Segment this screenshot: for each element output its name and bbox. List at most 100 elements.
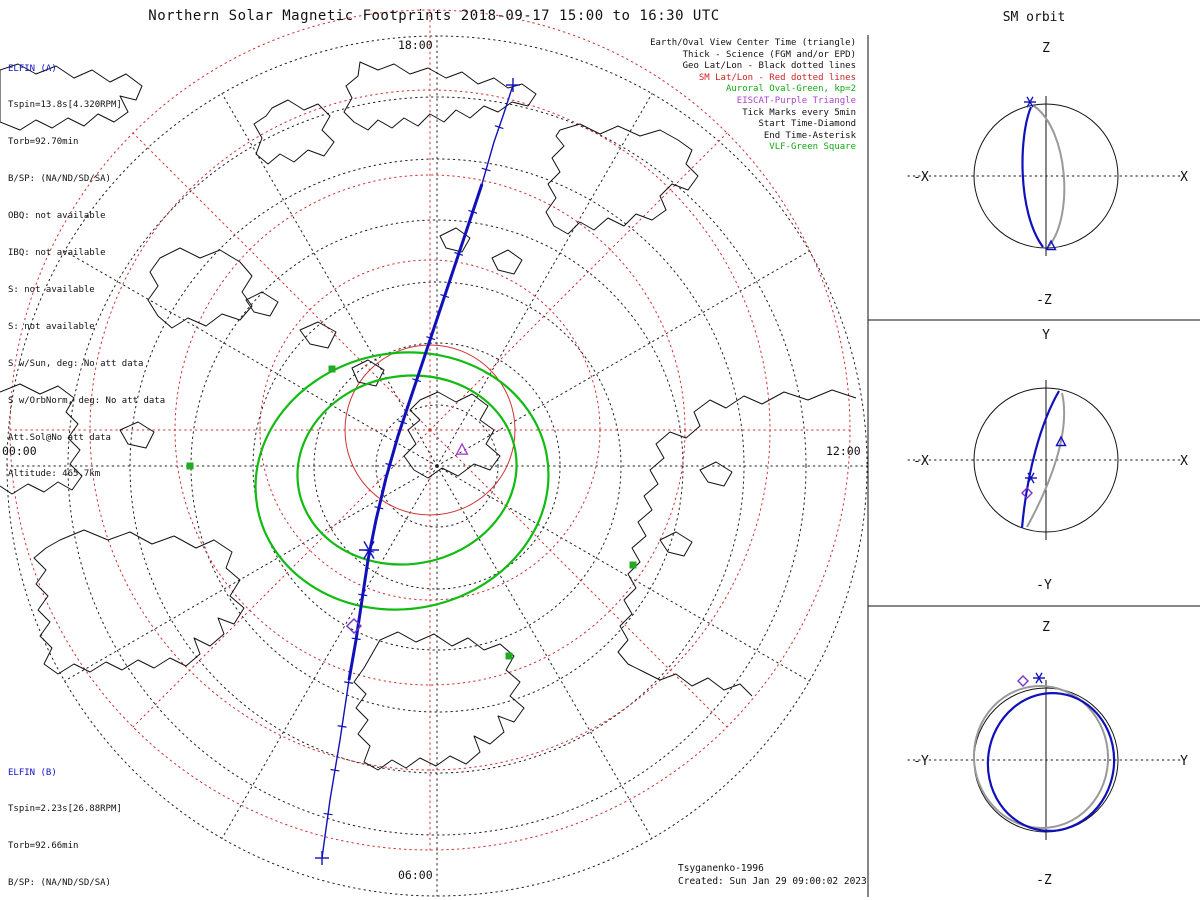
info-line: OBQ: not available xyxy=(8,211,106,222)
track-tick-mark xyxy=(398,420,408,425)
coastline-path xyxy=(33,529,245,675)
asterisk-arm xyxy=(363,540,375,560)
panel-axis-label: Z xyxy=(1042,41,1050,56)
panel-axis-label: Z xyxy=(1042,620,1050,635)
diamond-shape xyxy=(1017,675,1029,687)
legend-line: Start Time-Diamond xyxy=(758,119,856,130)
coastline-path xyxy=(253,99,335,165)
coastline-path xyxy=(439,227,471,253)
coastline-path xyxy=(0,383,83,495)
mlt-label-06: 06:00 xyxy=(398,868,433,882)
orbit-arc-gray xyxy=(1026,392,1066,528)
orbit-ellipse-gray xyxy=(972,685,1110,829)
info-line: B/SP: (NA/ND/SD/SA) xyxy=(8,174,111,185)
square-shape xyxy=(629,561,637,569)
asterisk-marker xyxy=(1033,672,1045,684)
sm-grid-radial xyxy=(132,132,431,431)
track-tick-mark xyxy=(481,167,491,172)
legend-line: Thick - Science (FGM and/or EPD) xyxy=(682,49,856,60)
info-line: Att.Sol@No att data xyxy=(8,432,111,443)
footprint-track-science xyxy=(347,183,484,681)
vlf-square-marker xyxy=(629,561,637,569)
diamond-marker xyxy=(1021,487,1033,499)
sm-grid-radial xyxy=(429,429,728,728)
legend-line: Earth/Oval View Center Time (triangle) xyxy=(650,38,856,48)
coastline-path xyxy=(351,359,385,387)
geo-grid-circle xyxy=(67,96,807,836)
track-tick-mark xyxy=(330,768,340,772)
orbit-arc-blue xyxy=(1021,106,1044,248)
track-end-plus xyxy=(315,851,329,865)
track-tick-mark xyxy=(426,336,436,341)
track-tick-mark xyxy=(440,294,450,298)
track-tick-mark xyxy=(358,593,368,597)
coastline-path xyxy=(299,321,337,349)
asterisk-marker xyxy=(1025,472,1037,484)
info-line: Torb=92.70min xyxy=(8,137,79,148)
orbit-ellipse-blue xyxy=(986,692,1116,832)
coastline-path xyxy=(617,389,857,697)
info-line: S: not available xyxy=(8,321,95,332)
elfin-b-name: ELFIN (B) xyxy=(8,767,57,778)
asterisk-arm xyxy=(1027,472,1035,484)
geo-grid-circle xyxy=(252,281,622,651)
credits: Tsyganenko-1996 Created: Sun Jan 29 09:0… xyxy=(678,862,867,888)
coastline-path xyxy=(343,61,537,131)
track-tick-mark xyxy=(412,378,422,383)
diamond-shape xyxy=(346,618,362,634)
coastline-path xyxy=(699,461,733,487)
legend-line: EISCAT-Purple Triangle xyxy=(736,95,856,106)
track-tick-mark xyxy=(468,209,478,214)
square-shape xyxy=(186,462,194,470)
triangle-marker xyxy=(1045,239,1057,251)
geo-grid-circle xyxy=(375,404,499,528)
coastline-path xyxy=(403,391,501,479)
end-time-asterisk-marker xyxy=(359,540,379,560)
track-end-plus xyxy=(506,78,520,92)
geo-grid-circle xyxy=(190,219,684,713)
legend-line: SM Lat/Lon - Red dotted lines xyxy=(698,72,856,83)
track-tick-mark xyxy=(385,462,395,467)
triangle-shape xyxy=(1045,239,1057,251)
panel-axis-label: -Z xyxy=(1036,293,1052,308)
auroral-oval-inner xyxy=(296,374,518,566)
eiscat-triangle-marker xyxy=(455,442,469,455)
created-label: Created: Sun Jan 29 09:00:02 2023 xyxy=(678,876,867,887)
track-tick-mark xyxy=(374,506,384,510)
legend-line: Geo Lat/Lon - Black dotted lines xyxy=(682,61,856,72)
geo-grid-radial xyxy=(436,465,653,839)
map-legend: Earth/Oval View Center Time (triangle) T… xyxy=(650,38,856,154)
panel-axis-label: X xyxy=(1180,454,1188,469)
panel-axis-label: -X xyxy=(913,170,929,185)
asterisk-arm xyxy=(1035,672,1043,684)
info-line: Altitude: 465.7km xyxy=(8,469,101,480)
sm-grid-radial xyxy=(429,132,728,431)
geo-grid-radial xyxy=(221,93,438,467)
triangle-marker xyxy=(1055,435,1067,447)
diamond-marker xyxy=(1017,675,1029,687)
model-label: Tsyganenko-1996 xyxy=(678,863,764,874)
panel-axis-label: Y xyxy=(1180,754,1188,769)
coastline-path xyxy=(147,247,253,329)
coastline-path xyxy=(245,291,279,317)
track-tick-mark xyxy=(454,251,464,256)
panel-earth-circle xyxy=(973,387,1119,533)
elfin-a-name: ELFIN (A) xyxy=(8,63,57,74)
info-line: B/SP: (NA/ND/SD/SA) xyxy=(8,878,111,889)
info-line: IBQ: not available xyxy=(8,248,106,259)
info-line: S w/OrbNorm, deg: No att data xyxy=(8,395,166,406)
panel-axis-label: -Y xyxy=(913,754,929,769)
info-line: S: not available xyxy=(8,284,95,295)
triangle-shape xyxy=(455,442,469,455)
track-tick-mark xyxy=(351,637,361,641)
track-tick-mark xyxy=(344,681,354,684)
track-tick-mark xyxy=(337,725,347,728)
mlt-label-12: 12:00 xyxy=(826,444,861,458)
vlf-square-marker xyxy=(505,652,513,660)
coastline-path xyxy=(659,531,693,557)
panel-axis-label: Y xyxy=(1042,328,1050,343)
track-tick-mark xyxy=(494,125,504,130)
orbit-arc-gray xyxy=(1033,105,1066,247)
coastline-path xyxy=(353,631,525,771)
